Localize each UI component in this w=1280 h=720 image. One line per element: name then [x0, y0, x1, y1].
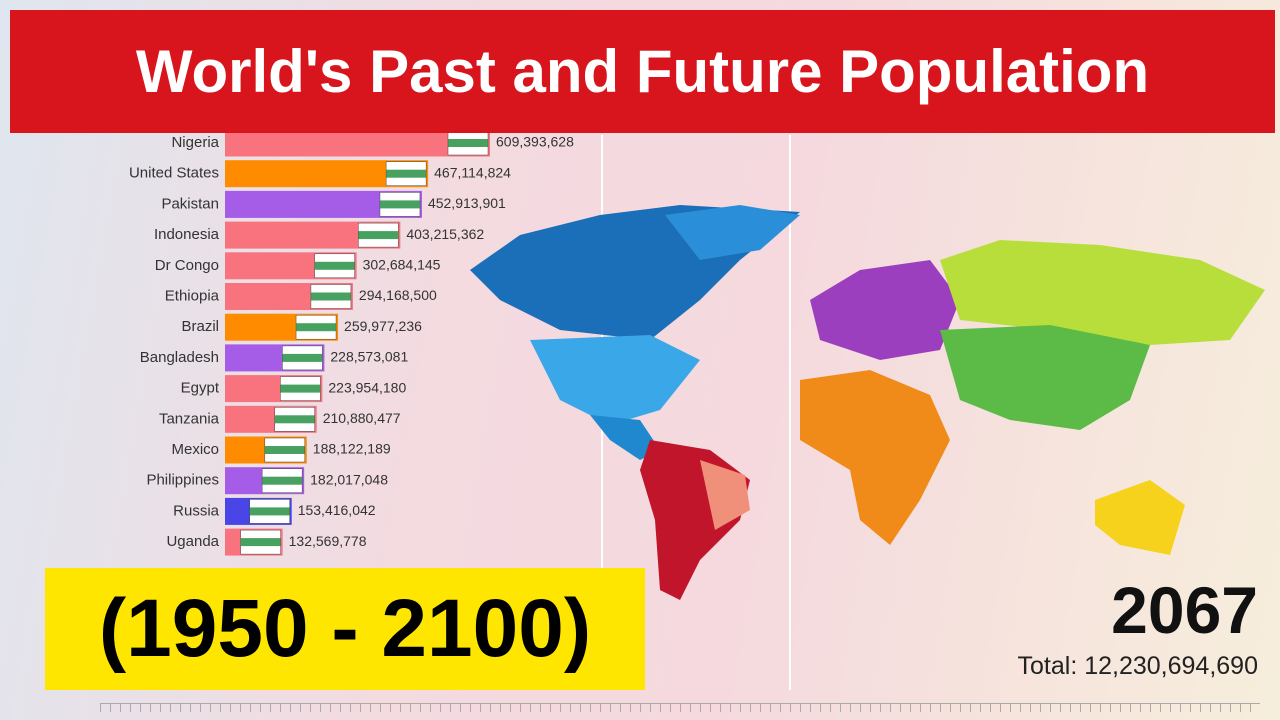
category-label: Nigeria	[171, 134, 219, 151]
value-label: 302,684,145	[363, 257, 441, 273]
flag-band	[274, 415, 315, 424]
category-label: Tanzania	[159, 410, 220, 427]
flag-band	[379, 200, 420, 209]
flag-band	[314, 261, 355, 270]
usa	[530, 335, 700, 425]
category-label: Pakistan	[161, 195, 219, 212]
chart-title: World's Past and Future Population	[135, 38, 1150, 105]
value-label: 452,913,901	[428, 195, 506, 211]
flag-band	[448, 139, 488, 147]
flag-band	[240, 538, 281, 547]
greenland	[665, 205, 800, 260]
russia	[940, 240, 1265, 345]
value-label: 294,168,500	[359, 287, 437, 303]
timeline	[100, 703, 1260, 712]
mexico	[590, 415, 660, 460]
flag-band	[310, 292, 351, 301]
brazil	[700, 460, 750, 530]
flag-band	[280, 384, 321, 393]
flag-band	[262, 476, 303, 485]
category-label: Indonesia	[154, 226, 220, 243]
subtitle: (1950 - 2100)	[98, 583, 592, 674]
category-label: Russia	[173, 502, 220, 519]
flag-band	[386, 169, 427, 178]
value-label: 403,215,362	[406, 226, 484, 242]
bar	[225, 129, 490, 157]
category-label: Mexico	[171, 441, 219, 458]
value-label: 182,017,048	[310, 471, 388, 487]
bars: Nigeria 609,393,628 United States 467,114,8…	[129, 129, 574, 556]
value-label: 259,977,236	[344, 318, 422, 334]
category-label: United States	[129, 165, 219, 182]
value-label: 153,416,042	[298, 502, 376, 518]
flag-band	[264, 446, 305, 454]
value-label: 228,573,081	[330, 349, 408, 365]
category-label: Philippines	[146, 472, 219, 489]
total: Total: 12,230,694,690	[1017, 652, 1258, 680]
south-america	[640, 440, 750, 600]
category-label: Dr Congo	[155, 257, 219, 274]
europe	[810, 260, 960, 360]
category-label: Egypt	[181, 380, 220, 397]
value-label: 223,954,180	[328, 379, 406, 395]
flag-band	[296, 323, 337, 332]
title-banner: World's Past and Future Population	[10, 10, 1275, 133]
category-label: Brazil	[181, 318, 219, 335]
value-label: 609,393,628	[496, 134, 574, 150]
australia	[1095, 480, 1185, 555]
category-label: Bangladesh	[140, 349, 219, 366]
value-label: 210,880,477	[323, 410, 401, 426]
africa	[800, 370, 950, 545]
flag-band	[249, 507, 290, 516]
category-label: Uganda	[166, 533, 219, 550]
category-label: Ethiopia	[165, 287, 220, 304]
value-label: 467,114,824	[434, 164, 511, 180]
subtitle-box: (1950 - 2100)	[45, 568, 645, 690]
flag-band	[358, 231, 399, 240]
asia	[940, 325, 1150, 430]
value-label: 188,122,189	[313, 441, 391, 457]
value-label: 132,569,778	[289, 533, 367, 549]
flag-band	[282, 353, 323, 362]
world-map	[470, 205, 1265, 600]
year: 2067	[1111, 573, 1258, 647]
